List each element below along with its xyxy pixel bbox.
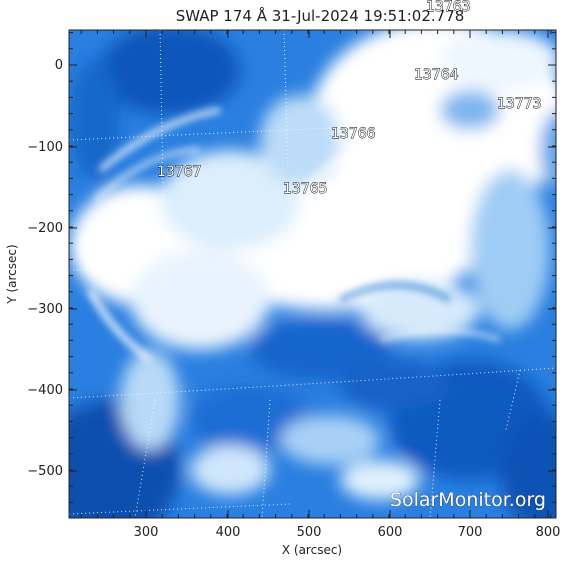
y-tick-label: −400 [27, 383, 63, 398]
solarmonitor-watermark: SolarMonitor.org [390, 489, 546, 511]
active-region-label: 13765 [283, 181, 328, 197]
active-region-label: 13773 [497, 96, 542, 112]
active-region-label: 13763 [426, 0, 471, 15]
solar-euv-image [69, 30, 556, 518]
plot-frame [68, 29, 557, 519]
coordinate-grid [69, 30, 556, 518]
y-tick-label: −100 [27, 140, 63, 155]
y-tick-labels: 0 −100 −200 −300 −400 −500 [27, 58, 63, 479]
y-tick-label: −500 [27, 464, 63, 479]
x-tick-labels: 300 400 500 600 700 800 [134, 525, 561, 540]
y-tick-label: −200 [27, 221, 63, 236]
image-title: SWAP 174 Å 31-Jul-2024 19:51:02.778 [176, 6, 465, 25]
active-region-label: 13767 [157, 164, 202, 180]
y-axis-title: Y (arcsec) [5, 244, 19, 304]
x-tick-label: 300 [134, 525, 159, 540]
y-tick-label: 0 [55, 58, 63, 73]
tick-marks [69, 30, 556, 518]
active-region-label: 13766 [331, 126, 376, 142]
active-region-label: 13764 [414, 67, 459, 83]
x-tick-label: 400 [216, 525, 241, 540]
y-tick-label: −300 [27, 302, 63, 317]
x-tick-label: 800 [536, 525, 561, 540]
x-tick-label: 500 [297, 525, 322, 540]
active-region-labels: 13763 13764 13773 13766 13767 13765 [157, 0, 542, 197]
x-axis-title: X (arcsec) [282, 543, 342, 557]
x-tick-label: 700 [458, 525, 483, 540]
x-tick-label: 600 [378, 525, 403, 540]
